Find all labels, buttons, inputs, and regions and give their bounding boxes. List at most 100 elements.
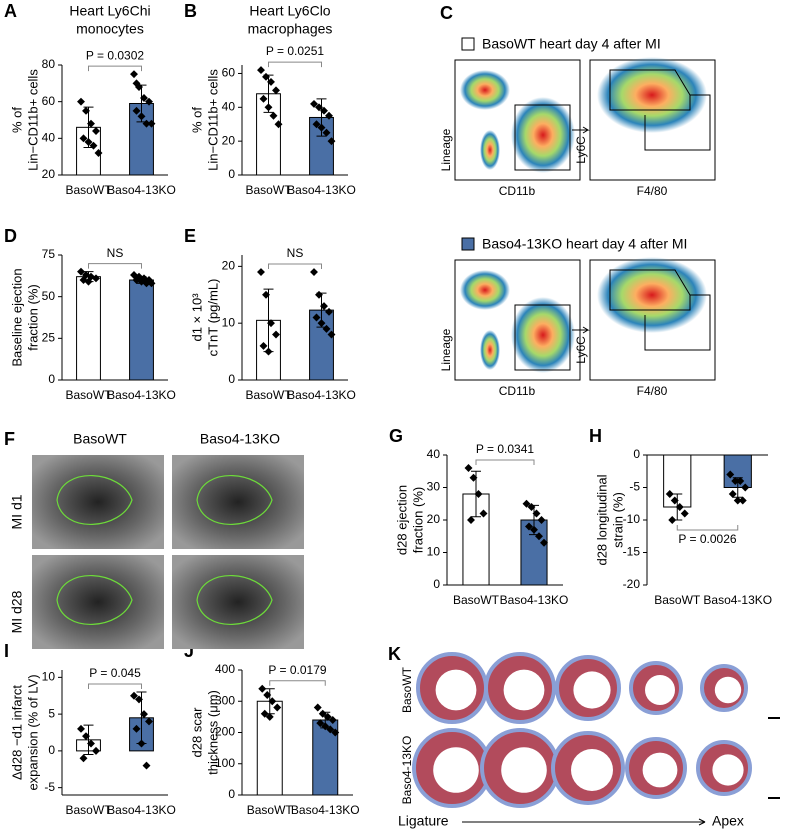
significance-bracket <box>88 683 142 690</box>
data-point <box>265 712 274 721</box>
data-point <box>313 703 322 712</box>
data-point <box>147 279 156 288</box>
y-axis-label: cTnT (pg/mL) <box>205 279 220 357</box>
data-point <box>328 716 337 724</box>
panel-label: G <box>389 426 403 446</box>
gate <box>609 69 711 151</box>
y-tick-label: 30 <box>427 480 441 494</box>
data-point <box>82 106 90 115</box>
density <box>597 57 707 133</box>
data-point <box>79 754 88 763</box>
data-point <box>147 119 156 128</box>
legend-swatch <box>461 237 475 251</box>
data-point <box>87 119 95 128</box>
x-tick-label: Baso4-13KO <box>107 183 176 197</box>
y-tick-label: 40 <box>42 131 56 145</box>
data-point <box>259 341 268 350</box>
legend-swatch <box>461 37 475 51</box>
x-tick-label: Baso4-13KO <box>107 803 176 817</box>
y-axis-label: fraction (%) <box>410 487 425 553</box>
y-tick-label: 10 <box>222 315 236 329</box>
data-point <box>325 307 333 316</box>
row-label: MI d1 <box>9 494 25 529</box>
y-tick-label: -5 <box>44 780 55 794</box>
data-point <box>331 728 340 737</box>
lumen <box>573 671 611 709</box>
y-tick-label: 60 <box>222 66 236 80</box>
y-axis-label: % of <box>9 107 24 133</box>
annotation: NS <box>107 246 124 260</box>
density <box>511 97 575 173</box>
y-axis-label: Lin−CD11b+ cells <box>25 69 40 171</box>
panel-label: I <box>4 641 9 661</box>
y-tick-label: 0 <box>228 787 235 801</box>
data-point <box>318 709 327 718</box>
y-axis-label: Δd28 −d1 infarct <box>9 685 24 780</box>
annotation: P = 0.0341 <box>476 442 534 456</box>
gate <box>514 304 571 371</box>
data-point <box>322 128 331 137</box>
y-axis-label: d28 longitudinal <box>594 474 609 565</box>
lumen <box>501 747 547 793</box>
y-axis-label: Ly6C <box>574 136 588 164</box>
data-point <box>267 319 275 328</box>
y-tick-label: 10 <box>427 545 441 559</box>
data-point <box>79 134 88 143</box>
group-title: Baso4-13KO heart day 4 after MI <box>482 236 687 252</box>
y-tick-label: 0 <box>48 743 55 757</box>
data-point <box>680 509 689 518</box>
y-tick-label: 60 <box>42 94 56 108</box>
y-tick-label: 0 <box>433 577 440 591</box>
group-title: BasoWT heart day 4 after MI <box>482 36 661 52</box>
data-point <box>145 97 153 106</box>
axes <box>58 670 168 796</box>
data-point <box>257 268 265 277</box>
y-tick-label: 300 <box>215 693 235 707</box>
lumen <box>712 754 744 786</box>
lumen <box>433 747 479 793</box>
data-point <box>258 684 267 693</box>
significance-bracket <box>268 263 322 270</box>
y-tick-label: 40 <box>222 99 236 113</box>
significance-bracket <box>268 61 322 68</box>
panel-label: K <box>388 644 401 664</box>
chart-title: monocytes <box>76 21 144 37</box>
x-tick-label: BasoWT <box>65 388 112 402</box>
y-tick-label: -10 <box>623 512 641 526</box>
y-tick-label: 0 <box>228 167 235 181</box>
significance-bracket <box>88 263 142 269</box>
y-axis-label: Lineage <box>439 128 453 171</box>
y-axis-label: expansion (% of LV) <box>25 674 40 790</box>
data-point <box>322 324 331 333</box>
echo-image <box>32 455 164 549</box>
data-point <box>77 97 85 106</box>
y-tick-label: 20 <box>222 259 236 273</box>
data-point <box>317 319 326 328</box>
y-tick-label: 0 <box>48 372 55 386</box>
tracing <box>56 475 133 525</box>
chart-title: macrophages <box>248 21 333 37</box>
tracing <box>56 575 133 625</box>
y-axis-label: % of <box>189 107 204 133</box>
data-point <box>320 302 328 311</box>
y-axis-label: thickness (μm) <box>205 690 220 775</box>
row-label: Baso4-13KO <box>400 736 414 805</box>
data-point <box>272 330 280 339</box>
density <box>597 257 707 333</box>
significance-bracket <box>88 65 142 72</box>
y-tick-label: 20 <box>42 167 56 181</box>
x-tick-label: BasoWT <box>245 183 292 197</box>
bar <box>312 719 339 796</box>
bar <box>256 700 283 796</box>
x-tick-label: BasoWT <box>247 803 294 817</box>
data-point <box>315 290 323 299</box>
chart-title: Heart Ly6Chi <box>69 3 150 19</box>
x-tick-label: BasoWT <box>65 803 112 817</box>
density <box>480 330 500 370</box>
y-tick-label: 75 <box>42 247 56 261</box>
x-tick-label: Baso4-13KO <box>287 388 356 402</box>
row-label: BasoWT <box>400 666 414 713</box>
data-point <box>272 86 280 95</box>
data-point <box>464 464 473 472</box>
